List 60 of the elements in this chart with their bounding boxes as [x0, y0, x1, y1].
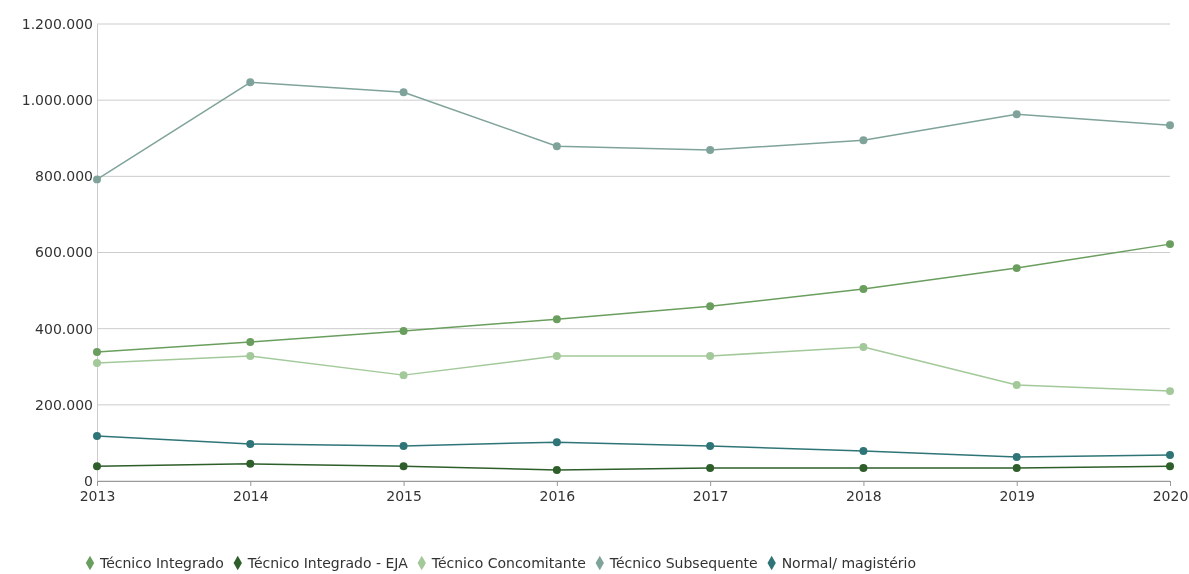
legend-label: Técnico Integrado - EJA	[246, 555, 409, 571]
x-tick-label: 2013	[79, 487, 116, 504]
point	[706, 464, 715, 473]
point	[1166, 121, 1174, 130]
y-tick-label: 600.000	[35, 244, 93, 261]
point	[706, 352, 715, 361]
point	[399, 371, 408, 380]
x-tick-label: 2020	[1152, 487, 1189, 504]
point	[1012, 110, 1021, 119]
point	[93, 432, 101, 441]
x-tick-label: 2019	[999, 487, 1036, 504]
point	[552, 438, 561, 447]
point	[706, 146, 715, 155]
point	[859, 342, 868, 351]
y-tick-label: 200.000	[35, 396, 93, 413]
point	[1012, 381, 1021, 390]
point	[246, 352, 255, 361]
point	[859, 285, 868, 294]
point	[93, 462, 101, 471]
point	[93, 175, 101, 184]
point	[706, 441, 715, 450]
point	[93, 358, 101, 367]
point	[246, 440, 255, 449]
point	[1012, 453, 1021, 461]
point	[93, 347, 101, 356]
y-tick-label: 1.200.000	[21, 15, 93, 32]
point	[399, 326, 408, 335]
x-tick-label: 2018	[846, 487, 882, 504]
y-tick-label: 400.000	[35, 320, 93, 337]
point	[1166, 462, 1174, 471]
point	[859, 136, 868, 145]
legend-label: Técnico Concomitante	[430, 555, 586, 571]
point	[246, 78, 255, 87]
legend-label: Normal/ magistério	[781, 555, 917, 571]
point	[859, 446, 868, 455]
legend-label: Técnico Integrado	[99, 555, 224, 571]
point	[399, 88, 408, 97]
point	[552, 352, 561, 361]
point	[246, 338, 255, 346]
x-tick-label: 2014	[232, 487, 269, 504]
point	[1166, 451, 1174, 460]
point	[552, 315, 561, 324]
point	[1166, 240, 1174, 249]
point	[706, 302, 715, 311]
y-tick-label: 0	[84, 472, 93, 489]
point	[859, 464, 868, 473]
point	[1012, 264, 1021, 273]
point	[246, 459, 255, 468]
x-tick-label: 2017	[692, 487, 729, 504]
x-tick-label: 2015	[386, 487, 422, 504]
point	[1166, 387, 1174, 396]
y-tick-label: 1.000.000	[21, 92, 93, 109]
point	[552, 142, 561, 151]
y-tick-label: 800.000	[35, 168, 93, 185]
point	[399, 462, 408, 471]
point	[552, 465, 561, 474]
x-tick-label: 2016	[539, 487, 576, 504]
point	[1012, 464, 1021, 473]
legend-label: Técnico Subsequente	[608, 555, 758, 571]
point	[399, 441, 408, 450]
